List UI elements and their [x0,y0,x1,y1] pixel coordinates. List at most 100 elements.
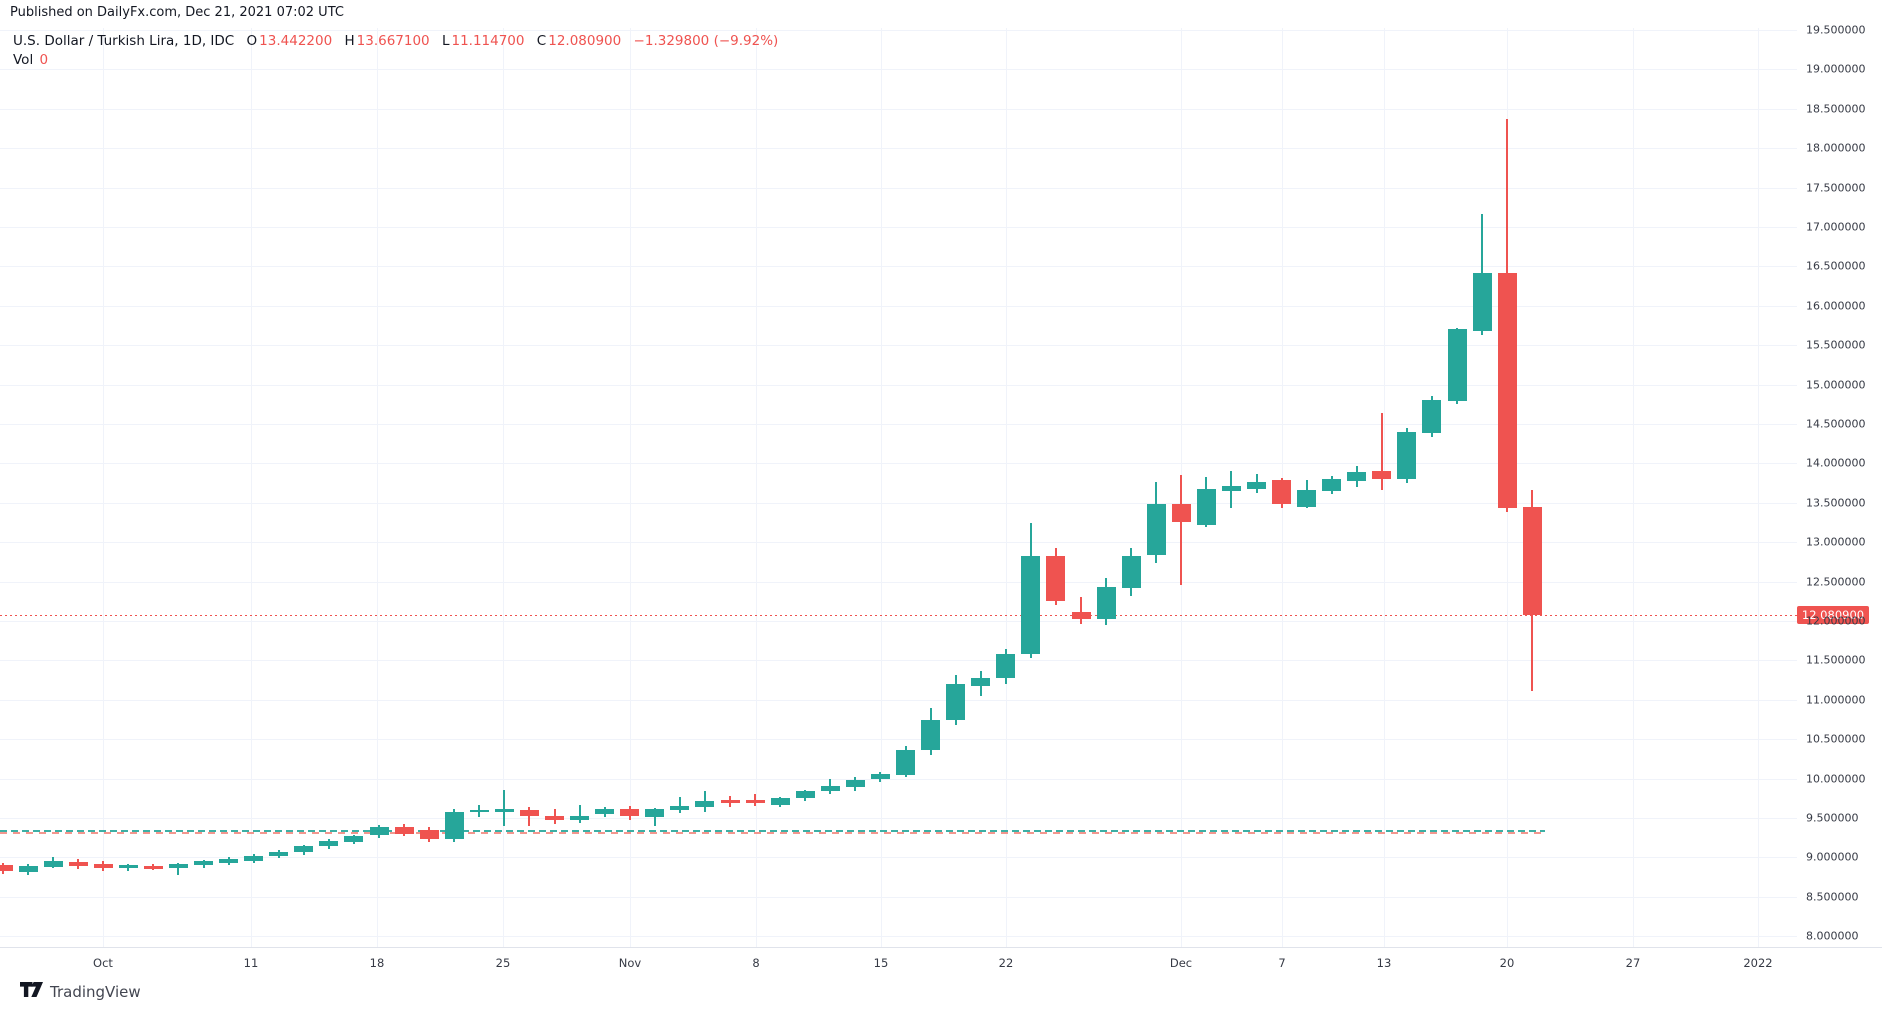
horizontal-gridline [0,542,1797,544]
vertical-gridline [377,28,378,947]
candle-body [545,816,565,820]
candle-body [645,809,665,818]
candle-wick [829,778,832,794]
price-tick-label: 14.500000 [1806,417,1866,431]
horizontal-gridline [0,305,1797,307]
candle-body [1071,611,1091,620]
candle-body [1372,471,1392,480]
candle-wick [578,805,581,823]
candle-body [720,799,740,804]
vertical-gridline [251,28,252,947]
horizontal-gridline [0,148,1797,150]
candle-body [595,808,615,815]
price-tick-label: 11.500000 [1806,653,1866,667]
horizontal-gridline [0,187,1797,189]
candle-body [469,810,489,813]
candle-wick [1180,475,1183,585]
horizontal-gridline [0,699,1797,701]
horizontal-gridline [0,857,1797,859]
horizontal-gridline [0,502,1797,504]
candle-body [770,798,790,805]
candle-wick [1380,412,1383,491]
time-tick-label: 11 [243,956,259,970]
vertical-gridline [503,28,504,947]
horizontal-gridline [0,30,1797,32]
candle-body [43,860,63,867]
vertical-gridline [1384,28,1385,947]
candle-body [1347,472,1367,481]
last-price-dotted-line [0,614,1797,617]
candle-body [1171,503,1191,522]
candle-body [1472,272,1492,332]
candle-body [1096,587,1116,619]
price-tick-label: 17.000000 [1806,220,1866,234]
candle-wick [553,808,556,824]
candle-body [670,806,690,811]
time-tick-label: Dec [1169,956,1193,970]
time-tick-label: 2022 [1743,956,1773,970]
candle-body [845,780,865,788]
candle-body [1221,486,1241,491]
symbol-title: U.S. Dollar / Turkish Lira, 1D, IDC [13,33,235,49]
chart-pane[interactable] [0,28,1798,947]
volume-label: Vol [13,52,34,68]
candle-body [1021,555,1041,655]
price-tick-label: 19.000000 [1806,62,1866,76]
candle-body [444,812,464,840]
price-axis[interactable]: 12.080900 19.500000 19.000000 18.500000 18.… [1797,0,1882,947]
candle-body [0,865,13,871]
candle-body [971,677,991,687]
time-axis[interactable]: Oct 11 18 25 Nov 8 15 22 Dec 7 13 20 27 2022 [0,947,1882,978]
candle-body [946,684,966,721]
horizontal-gridline [0,424,1797,425]
candle-body [570,815,590,821]
horizontal-gridline [0,345,1797,347]
open-label: O [246,33,258,49]
candle-body [921,720,941,751]
high-label: H [344,33,355,49]
price-tick-label: 13.500000 [1806,496,1866,510]
candle-body [1121,555,1141,588]
candle-wick [703,791,706,812]
price-tick-label: 10.000000 [1806,772,1866,786]
high-value: 13.667100 [356,33,430,49]
vertical-gridline [1006,28,1007,947]
horizontal-gridline [0,936,1797,938]
legend-ohlc-row: U.S. Dollar / Turkish Lira, 1D, IDC O 13.… [13,33,780,49]
price-tick-label: 16.500000 [1806,259,1866,273]
volume-value: 0 [39,52,49,68]
tradingview-watermark[interactable]: TradingView [20,982,141,1001]
symbol-legend[interactable]: U.S. Dollar / Turkish Lira, 1D, IDC O 13.… [13,33,780,68]
candle-body [795,791,815,798]
price-tick-label: 8.000000 [1806,929,1859,943]
candle-body [344,836,364,842]
candle-body [695,801,715,807]
horizontal-gridline [0,463,1797,465]
candle-body [168,863,188,868]
price-tick-label: 8.500000 [1806,890,1859,904]
price-tick-label: 15.500000 [1806,338,1866,352]
candle-body [143,866,163,870]
price-tick-label: 18.000000 [1806,141,1866,155]
price-tick-label: 19.500000 [1806,23,1866,37]
tradingview-logo-text: TradingView [50,982,141,1001]
price-tick-label: 15.000000 [1806,378,1866,392]
time-tick-label: 7 [1278,956,1286,970]
price-tick-label: 10.500000 [1806,732,1866,746]
legend-volume-row: Vol 0 [13,52,780,68]
price-tick-label: 13.000000 [1806,535,1866,549]
time-tick-label: 13 [1376,956,1392,970]
time-tick-label: 22 [998,956,1014,970]
horizontal-gridline [0,896,1797,898]
candle-body [369,827,389,836]
candle-body [1322,479,1342,491]
price-tick-label: 17.500000 [1806,181,1866,195]
vertical-gridline [103,28,104,947]
horizontal-gridline [0,818,1797,819]
open-value: 13.442200 [259,33,333,49]
candle-wick [678,796,681,814]
candle-body [294,846,314,852]
candle-body [93,863,113,868]
candle-body [18,866,38,873]
low-value: 11.114700 [451,33,525,49]
